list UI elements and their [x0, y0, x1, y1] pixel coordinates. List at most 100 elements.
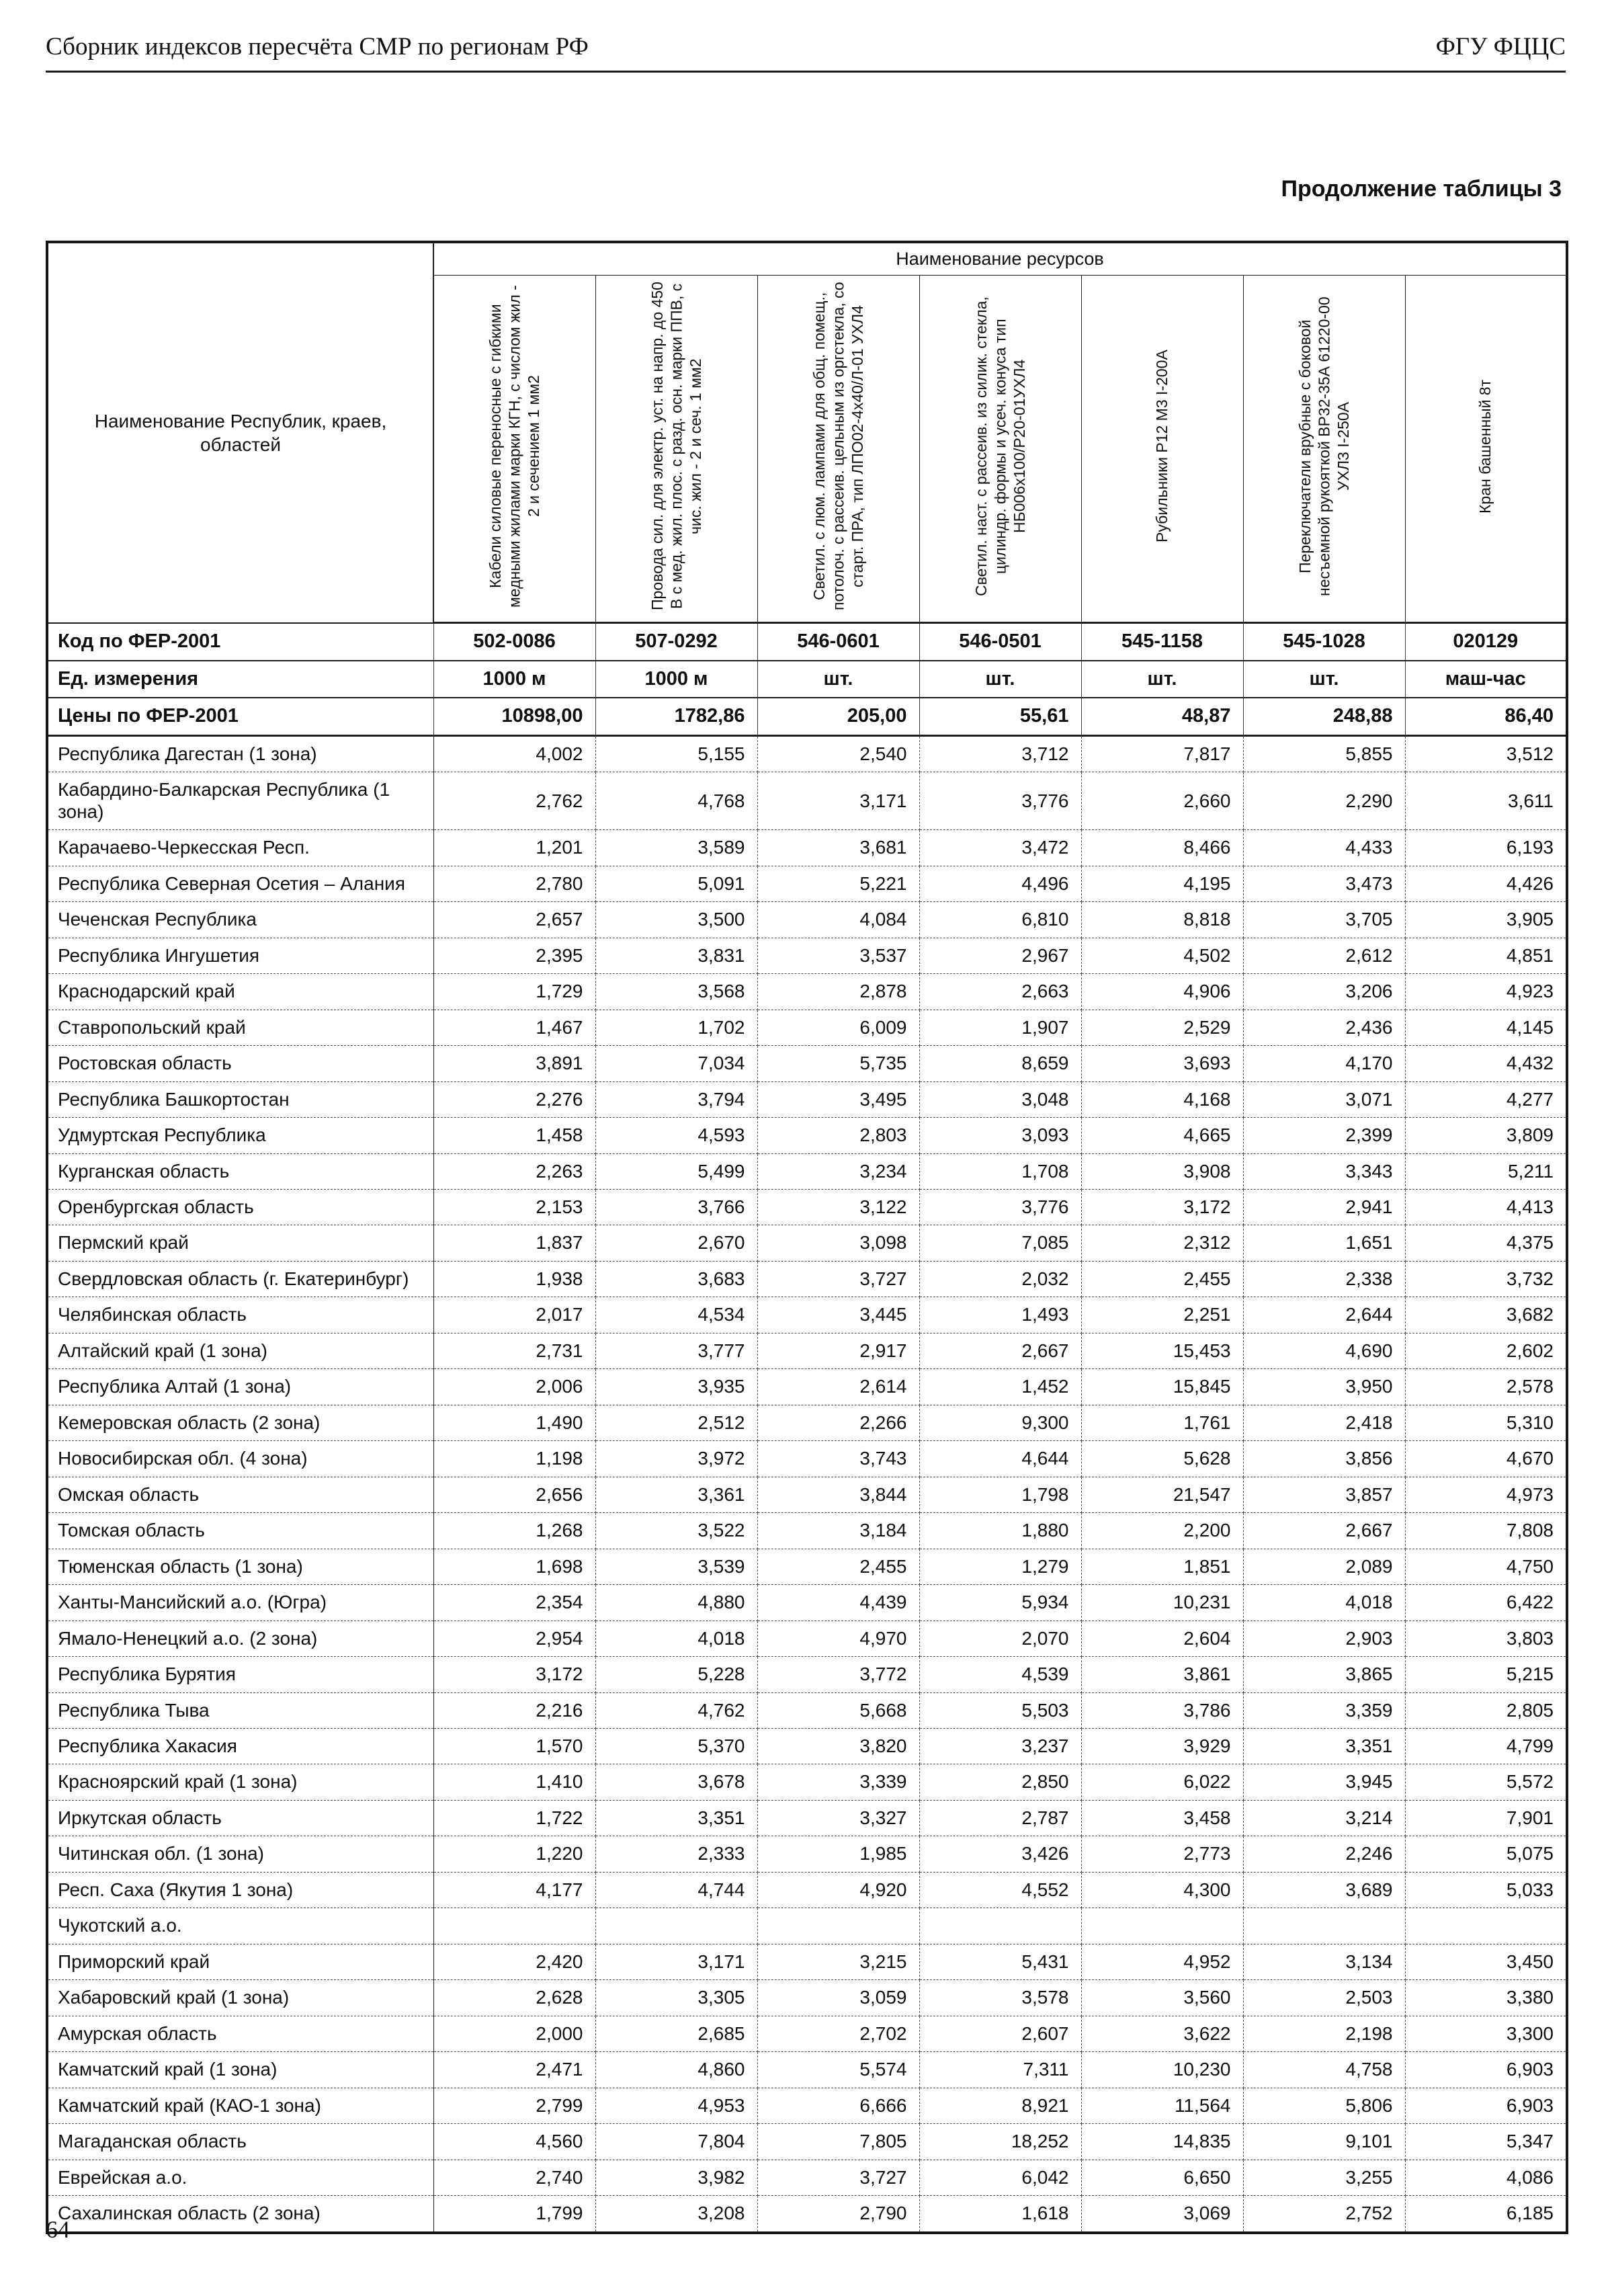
value-cell: 5,370 — [595, 1727, 758, 1765]
value-cell: 5,310 — [1404, 1404, 1568, 1442]
value-cell — [433, 1908, 596, 1944]
value-cell: 6,193 — [1404, 829, 1568, 866]
value-cell: 3,495 — [757, 1081, 920, 1118]
value-cell: 3,772 — [757, 1656, 920, 1693]
value-cell: 3,689 — [1242, 1871, 1406, 1909]
value-cell: 3,857 — [1242, 1476, 1406, 1514]
value-cell: 4,018 — [595, 1620, 758, 1657]
value-cell: 4,539 — [919, 1656, 1082, 1693]
value-cell: 1,729 — [433, 973, 596, 1010]
value-cell: 2,471 — [433, 2051, 596, 2088]
value-cell: 9,101 — [1242, 2123, 1406, 2160]
table-row: Читинская обл. (1 зона) 1,220 2,333 1,985 3,… — [46, 1836, 1568, 1873]
region-cell: Амурская область — [46, 2015, 434, 2053]
value-cell: 2,017 — [433, 1297, 596, 1334]
value-cell: 5,075 — [1404, 1836, 1568, 1873]
region-cell: Респ. Саха (Якутия 1 зона) — [46, 1871, 434, 1909]
meta-value-cell: 48,87 — [1081, 697, 1244, 737]
value-cell: 3,537 — [757, 937, 920, 975]
value-cell: 3,339 — [757, 1764, 920, 1801]
value-cell: 4,920 — [757, 1871, 920, 1909]
resource-column-header: Светил. с люм. лампами для общ. помещ., … — [757, 275, 920, 624]
value-cell: 4,177 — [433, 1871, 596, 1909]
value-cell: 1,799 — [433, 2195, 596, 2233]
value-cell: 3,215 — [757, 1943, 920, 1981]
value-cell: 5,572 — [1404, 1764, 1568, 1801]
value-cell: 5,155 — [595, 735, 758, 773]
region-cell: Кабардино-Балкарская Республика (1 зона) — [46, 772, 434, 831]
value-cell: 2,089 — [1242, 1548, 1406, 1586]
value-cell: 2,702 — [757, 2015, 920, 2053]
value-cell: 3,589 — [595, 829, 758, 866]
table-row: Республика Северная Осетия – Алания 2,780… — [46, 865, 1568, 903]
value-cell: 3,237 — [919, 1727, 1082, 1765]
region-cell: Чеченская Республика — [46, 901, 434, 938]
value-cell: 1,618 — [919, 2195, 1082, 2233]
value-cell: 10,231 — [1081, 1584, 1244, 1621]
table-row: Омская область 2,656 3,361 3,844 1,798 21,547… — [46, 1476, 1568, 1514]
value-cell — [595, 1908, 758, 1944]
value-cell: 4,644 — [919, 1440, 1082, 1477]
meta-row-label: Ед. измерения — [46, 659, 434, 699]
value-cell: 2,787 — [919, 1799, 1082, 1837]
value-cell: 1,467 — [433, 1009, 596, 1047]
table-row: Кемеровская область (2 зона) 1,490 2,512 2,… — [46, 1404, 1568, 1442]
region-cell: Сахалинская область (2 зона) — [46, 2195, 434, 2233]
value-cell: 3,929 — [1081, 1727, 1244, 1765]
value-cell: 4,433 — [1242, 829, 1406, 866]
meta-value-cell: 545-1028 — [1242, 622, 1406, 661]
value-cell: 2,667 — [919, 1332, 1082, 1370]
value-cell: 2,251 — [1081, 1297, 1244, 1334]
table-row: Томская область 1,268 3,522 3,184 1,880 2,200… — [46, 1512, 1568, 1549]
region-cell: Чукотский а.о. — [46, 1908, 434, 1944]
meta-value-cell: 86,40 — [1404, 697, 1568, 737]
value-cell: 5,934 — [919, 1584, 1082, 1621]
value-cell: 2,198 — [1242, 2015, 1406, 2053]
value-cell: 4,923 — [1404, 973, 1568, 1010]
rotated-header-text: Провода сил. для электр. уст. на напр. д… — [648, 282, 704, 611]
rotated-header-text: Кран башенный 8т — [1476, 379, 1494, 514]
table-row: Карачаево-Черкесская Респ. 1,201 3,589 3,68… — [46, 829, 1568, 866]
value-cell: 2,660 — [1081, 772, 1244, 831]
value-cell: 2,006 — [433, 1368, 596, 1405]
value-cell: 3,681 — [757, 829, 920, 866]
meta-value-cell: 545-1158 — [1081, 622, 1244, 661]
region-cell: Курганская область — [46, 1153, 434, 1190]
value-cell: 2,153 — [433, 1188, 596, 1226]
value-cell: 4,145 — [1404, 1009, 1568, 1047]
value-cell: 5,228 — [595, 1656, 758, 1693]
value-cell: 3,234 — [757, 1153, 920, 1190]
value-cell: 15,845 — [1081, 1368, 1244, 1405]
meta-value-cell: 1000 м — [433, 659, 596, 699]
value-cell: 2,455 — [1081, 1260, 1244, 1298]
value-cell: 5,668 — [757, 1692, 920, 1729]
value-cell: 1,268 — [433, 1512, 596, 1549]
value-cell: 3,172 — [433, 1656, 596, 1693]
meta-row-label: Цены по ФЕР-2001 — [46, 697, 434, 737]
value-cell — [1081, 1908, 1244, 1944]
value-cell: 3,683 — [595, 1260, 758, 1298]
table-row: Ямало-Ненецкий а.о. (2 зона) 2,954 4,018 4,… — [46, 1620, 1568, 1657]
value-cell: 3,426 — [919, 1836, 1082, 1873]
value-cell: 4,195 — [1081, 865, 1244, 903]
region-cell: Камчатский край (1 зона) — [46, 2051, 434, 2088]
value-cell: 3,794 — [595, 1081, 758, 1118]
value-cell: 1,708 — [919, 1153, 1082, 1190]
table-row: Тюменская область (1 зона) 1,698 3,539 2,45… — [46, 1548, 1568, 1586]
value-cell: 4,439 — [757, 1584, 920, 1621]
value-cell: 7,817 — [1081, 735, 1244, 773]
value-cell: 2,266 — [757, 1404, 920, 1442]
region-cell: Кемеровская область (2 зона) — [46, 1404, 434, 1442]
resource-column-header: Рубильники Р12 М3 I-200А — [1081, 275, 1244, 624]
value-cell: 3,786 — [1081, 1692, 1244, 1729]
value-cell: 4,375 — [1404, 1225, 1568, 1262]
value-cell: 3,611 — [1404, 772, 1568, 831]
value-cell: 3,766 — [595, 1188, 758, 1226]
value-cell: 6,185 — [1404, 2195, 1568, 2233]
value-cell: 2,436 — [1242, 1009, 1406, 1047]
value-cell: 3,048 — [919, 1081, 1082, 1118]
value-cell: 2,740 — [433, 2159, 596, 2197]
value-cell: 8,921 — [919, 2087, 1082, 2125]
meta-value-cell: 1000 м — [595, 659, 758, 699]
meta-row-label: Код по ФЕР-2001 — [46, 622, 434, 661]
